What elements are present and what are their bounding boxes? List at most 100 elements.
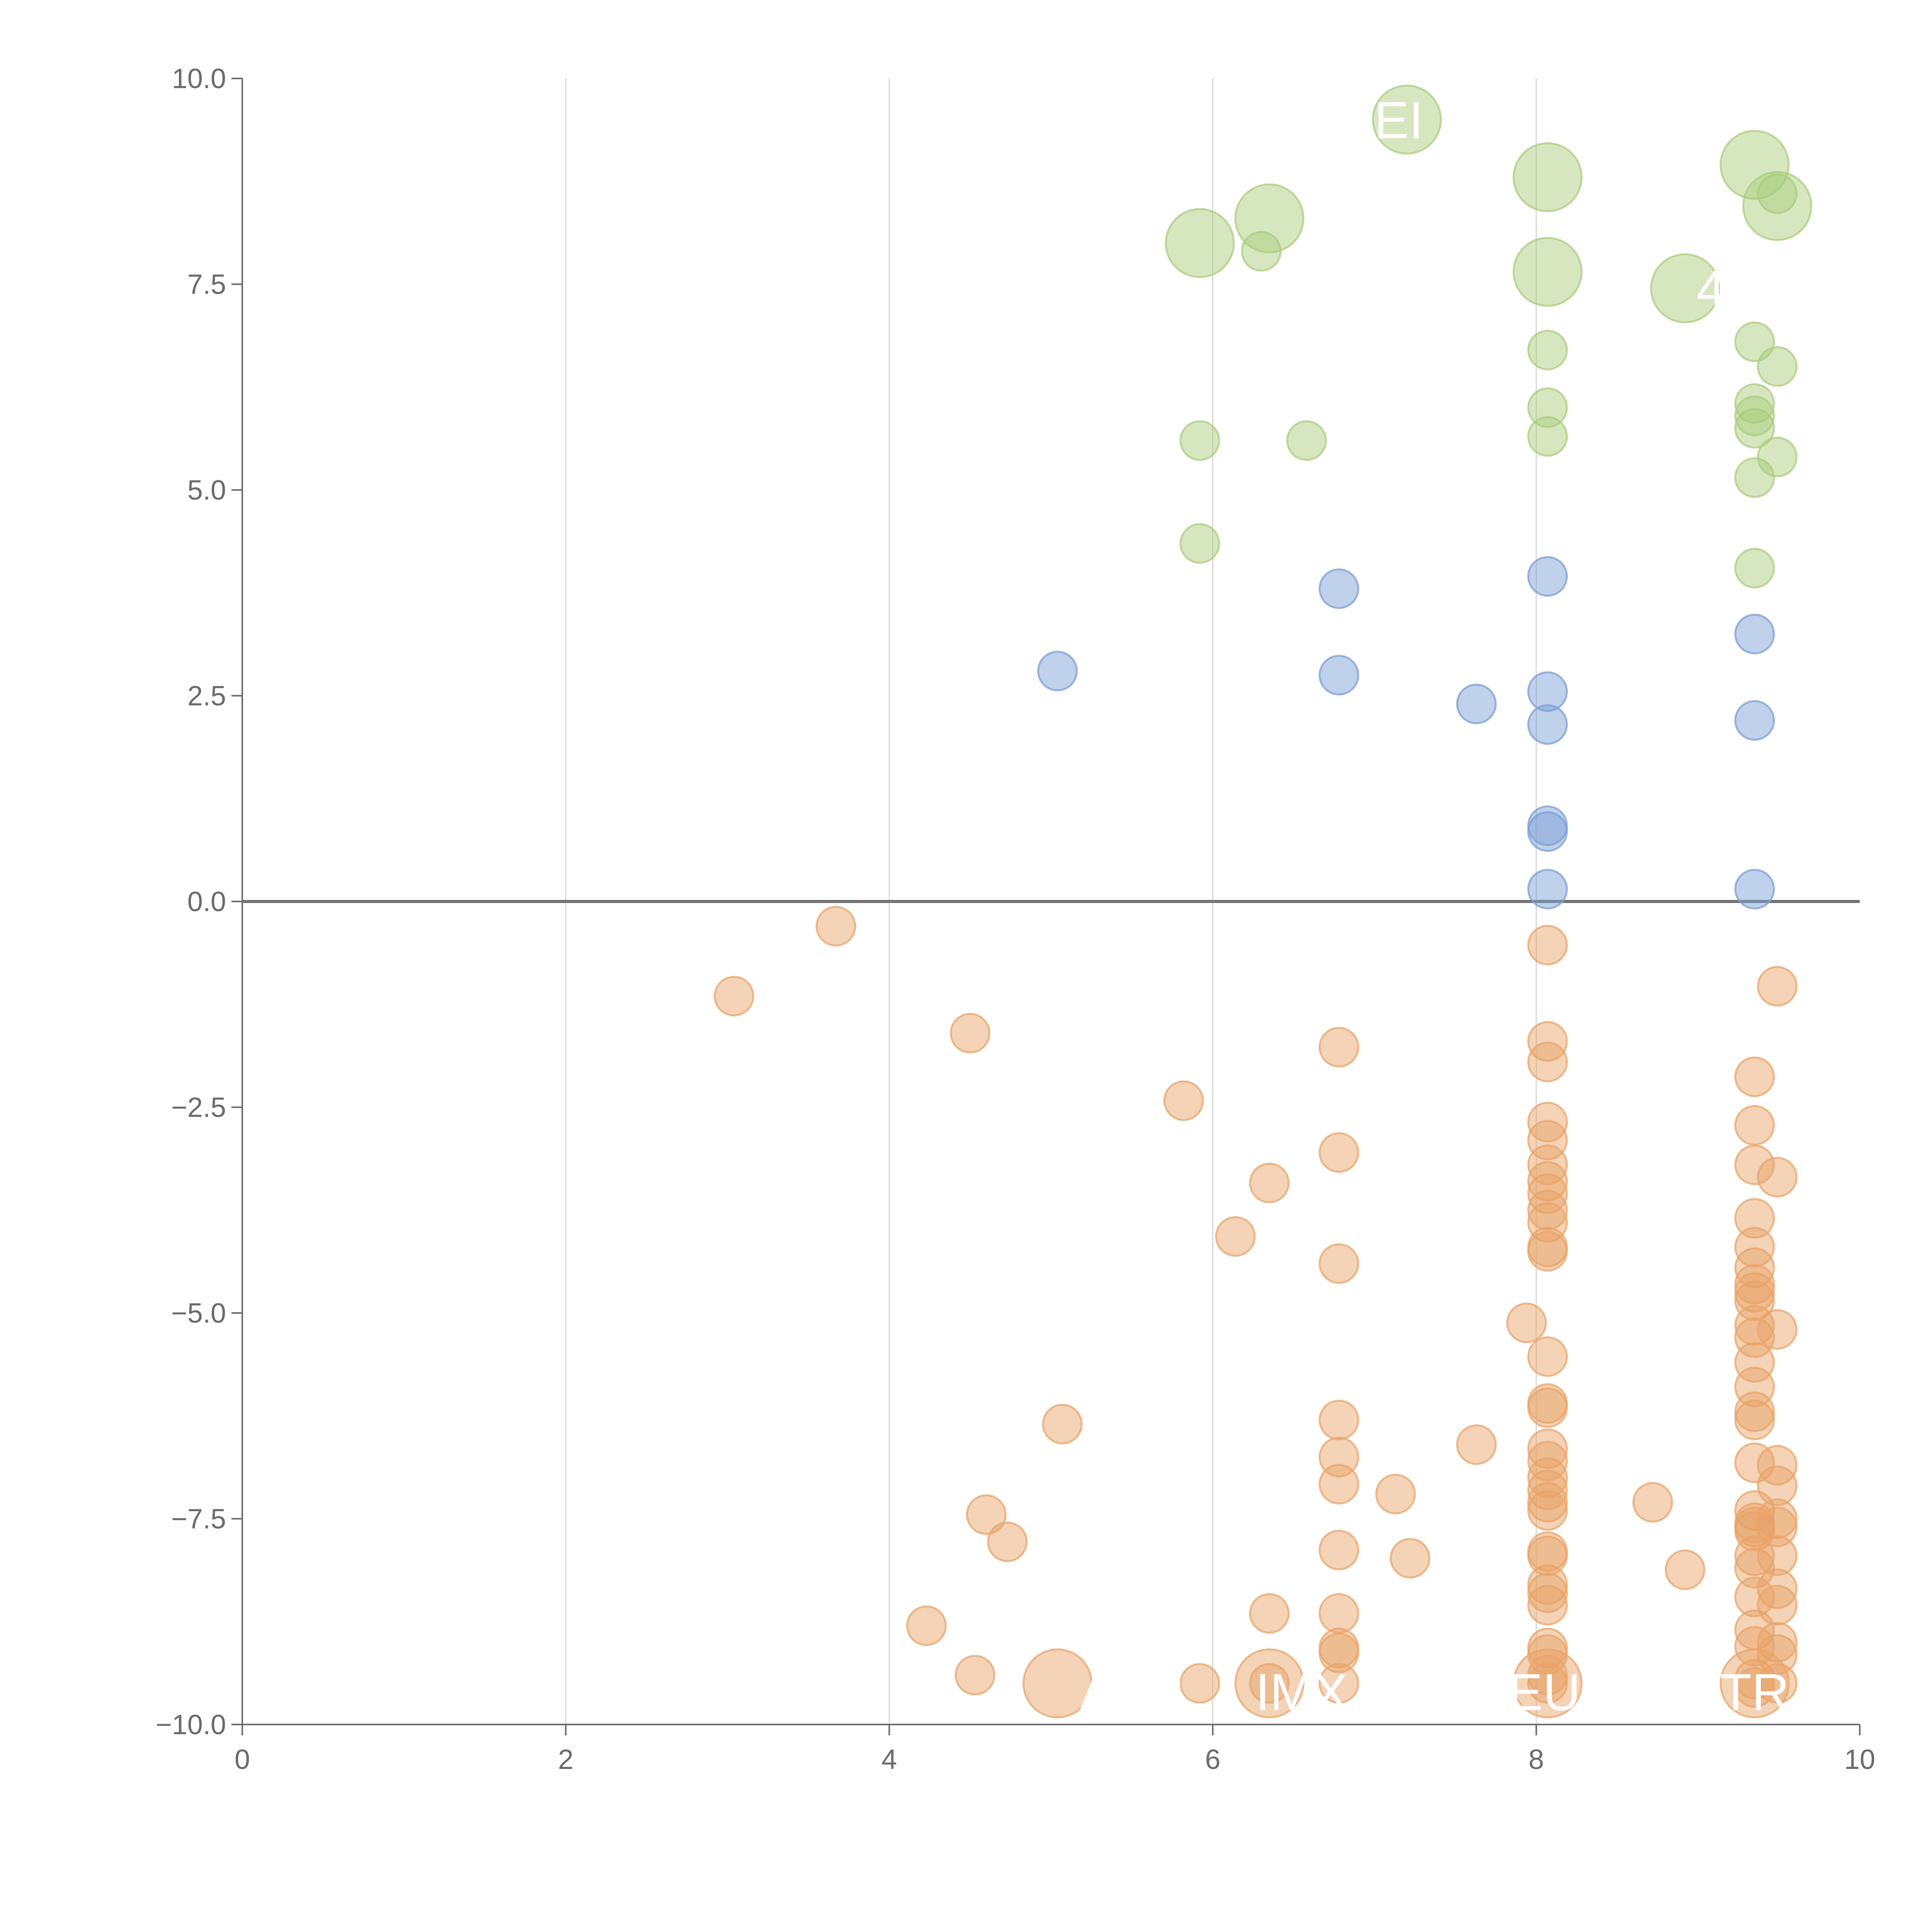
data-point-blue — [1318, 655, 1359, 696]
data-point-orange — [1318, 1593, 1359, 1634]
data-point-orange — [1318, 1027, 1359, 1068]
annotation-label: IMX — [1255, 1663, 1348, 1721]
data-point-orange — [1527, 1585, 1568, 1626]
data-point-orange — [1527, 1490, 1568, 1531]
data-point-green — [1757, 437, 1798, 478]
data-point-orange — [1527, 1336, 1568, 1377]
data-point-orange — [1757, 1507, 1798, 1548]
y-tick-label: 5.0 — [187, 475, 226, 506]
data-point-blue — [1734, 614, 1775, 655]
data-point-green — [1512, 237, 1583, 307]
data-point-orange — [987, 1521, 1028, 1562]
data-point-orange — [906, 1605, 947, 1646]
data-point-orange — [1734, 1400, 1775, 1440]
data-point-orange — [1527, 1482, 1568, 1523]
data-point-orange — [1249, 1162, 1290, 1203]
data-point-orange — [1734, 1391, 1775, 1432]
data-point-orange — [1734, 1280, 1775, 1321]
data-point-blue — [1734, 700, 1775, 741]
annotations: EI 4 AFR IMX EU TR — [1080, 91, 1789, 1721]
data-point-orange — [1734, 1272, 1775, 1313]
data-point-blue — [1318, 568, 1359, 609]
x-tick-label: 2 — [558, 1744, 573, 1775]
x-tick-label: 8 — [1529, 1744, 1544, 1775]
data-point-orange — [954, 1655, 995, 1696]
x-tick-label: 10 — [1844, 1744, 1875, 1775]
data-point-orange — [1527, 1102, 1568, 1143]
data-point-orange — [1734, 1105, 1775, 1146]
data-point-orange — [1757, 966, 1798, 1007]
data-point-orange — [1734, 1227, 1775, 1268]
data-point-orange — [1318, 1243, 1359, 1284]
data-point-orange — [1506, 1303, 1547, 1344]
data-point-orange — [1734, 1247, 1775, 1288]
data-point-orange — [1527, 1564, 1568, 1605]
data-point-orange — [1757, 1498, 1798, 1539]
x-tick-label: 0 — [235, 1744, 250, 1775]
data-point-orange — [1456, 1424, 1497, 1465]
data-point-orange — [1163, 1080, 1204, 1121]
data-point-orange — [1734, 1548, 1775, 1588]
data-point-orange — [1757, 1157, 1798, 1198]
data-point-orange — [1375, 1474, 1416, 1515]
data-point-green — [1734, 457, 1775, 498]
data-point-orange — [1527, 1469, 1568, 1510]
data-point-orange — [1734, 1535, 1775, 1576]
data-point-orange — [1527, 1021, 1568, 1062]
data-point-orange — [1527, 1173, 1568, 1214]
data-point-blue — [1527, 869, 1568, 910]
data-point-orange — [1249, 1593, 1290, 1634]
data-point-orange — [1757, 1535, 1798, 1576]
data-point-orange — [1527, 1202, 1568, 1243]
data-point-orange — [1757, 1634, 1798, 1675]
data-point-orange — [1318, 1633, 1359, 1673]
data-point-blue — [1456, 684, 1497, 724]
data-point-orange — [1527, 1231, 1568, 1272]
data-point-orange — [1527, 1535, 1568, 1576]
y-tick-label: 7.5 — [187, 269, 226, 300]
data-point-orange — [1734, 1367, 1775, 1408]
data-point-blue — [1527, 556, 1568, 597]
data-point-orange — [1734, 1145, 1775, 1185]
data-point-orange — [1719, 1648, 1790, 1718]
data-point-orange — [1022, 1648, 1093, 1718]
data-point-orange — [1757, 1309, 1798, 1350]
data-point-green — [1179, 523, 1220, 564]
data-point-green — [1234, 183, 1304, 253]
data-point-blue — [1527, 811, 1568, 852]
data-point-orange — [1318, 1529, 1359, 1570]
data-point-orange — [1734, 1198, 1775, 1239]
data-point-orange — [1318, 1663, 1359, 1704]
data-point-orange — [1734, 1056, 1775, 1097]
annotation-label: EU — [1508, 1663, 1581, 1721]
data-point-orange — [1757, 1445, 1798, 1486]
data-point-orange — [714, 976, 755, 1017]
data-point-orange — [1757, 1585, 1798, 1626]
data-points — [714, 85, 1813, 1718]
data-point-orange — [1318, 1464, 1359, 1505]
data-point-orange — [950, 1013, 991, 1054]
annotation-label: 4 — [1696, 260, 1725, 318]
data-point-green — [1757, 173, 1798, 214]
data-point-green — [1734, 383, 1775, 424]
y-tick-label: 0.0 — [187, 886, 226, 917]
data-point-green — [1165, 208, 1235, 278]
data-point-orange — [1179, 1663, 1220, 1704]
y-tick-label: −5.0 — [171, 1298, 226, 1329]
data-point-green — [1734, 395, 1775, 436]
data-point-orange — [815, 906, 856, 947]
data-point-green — [1527, 387, 1568, 428]
annotation-label: TR — [1720, 1663, 1789, 1721]
data-point-green — [1512, 142, 1583, 213]
y-tick-label: −10.0 — [156, 1709, 226, 1740]
data-point-orange — [1527, 925, 1568, 966]
data-point-orange — [1527, 1161, 1568, 1202]
data-point-orange — [966, 1494, 1007, 1535]
data-point-orange — [1215, 1216, 1256, 1257]
data-point-green — [1286, 420, 1327, 461]
data-point-orange — [1249, 1663, 1290, 1704]
data-point-green — [1650, 253, 1720, 323]
data-point-green — [1719, 130, 1790, 200]
data-point-orange — [1527, 1655, 1568, 1696]
